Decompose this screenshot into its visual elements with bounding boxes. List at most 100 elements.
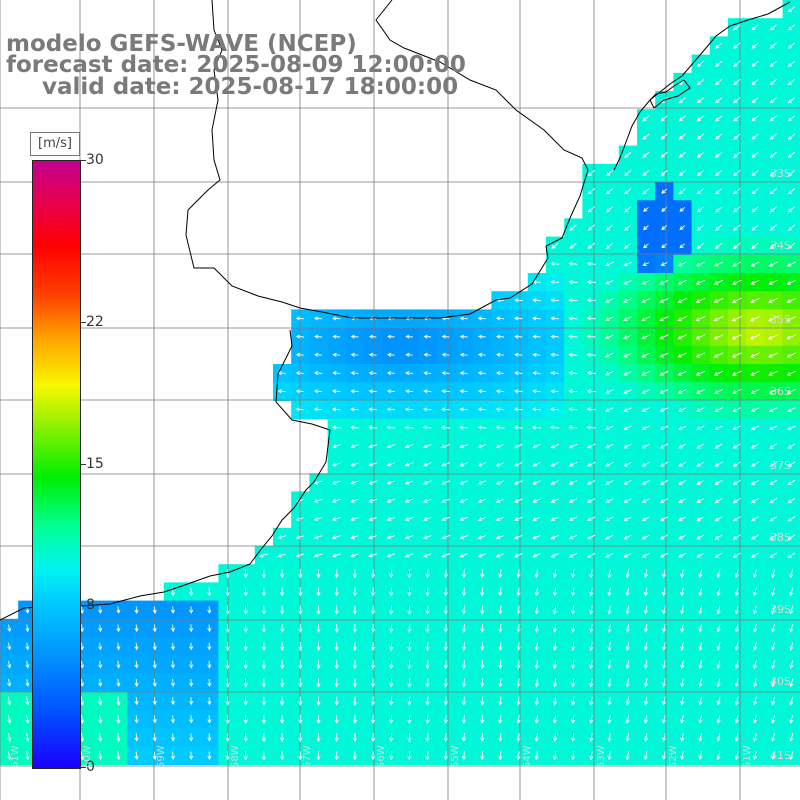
wind-arrow bbox=[516, 605, 521, 615]
wind-arrow bbox=[678, 498, 687, 503]
wind-arrow bbox=[641, 498, 650, 503]
wind-arrow bbox=[789, 569, 794, 579]
wind-arrow bbox=[589, 733, 594, 743]
wind-arrow bbox=[295, 389, 305, 394]
wind-arrow bbox=[407, 623, 412, 633]
wind-arrow bbox=[641, 316, 651, 322]
wind-arrow bbox=[733, 42, 741, 49]
wind-arrow bbox=[641, 534, 650, 540]
wind-arrow bbox=[586, 534, 596, 540]
wind-arrow bbox=[425, 569, 430, 579]
latitude-label: 33S bbox=[770, 167, 791, 180]
wind-arrow bbox=[605, 498, 614, 503]
wind-arrow bbox=[641, 461, 650, 467]
wind-arrow bbox=[480, 732, 485, 743]
wind-arrow bbox=[568, 298, 578, 303]
wind-arrow bbox=[641, 334, 651, 340]
wind-arrow bbox=[461, 623, 467, 633]
wind-arrow bbox=[225, 587, 230, 597]
wind-arrow bbox=[334, 751, 339, 761]
wind-arrow bbox=[316, 696, 321, 706]
wind-arrow bbox=[659, 443, 669, 449]
wind-arrow bbox=[696, 224, 705, 231]
wind-arrow bbox=[731, 352, 742, 358]
wind-arrow bbox=[189, 697, 194, 706]
wind-arrow bbox=[440, 425, 451, 430]
wind-arrow bbox=[404, 389, 414, 394]
wind-arrow bbox=[659, 334, 669, 340]
wind-arrow bbox=[625, 642, 630, 652]
wind-arrow bbox=[677, 279, 687, 285]
wind-arrow bbox=[295, 535, 305, 540]
wind-arrow bbox=[713, 334, 724, 340]
wind-arrow bbox=[732, 261, 742, 267]
wind-arrow bbox=[714, 461, 723, 467]
wind-arrow bbox=[787, 425, 796, 431]
wind-arrow bbox=[407, 641, 412, 652]
wind-arrow bbox=[334, 605, 339, 615]
wind-arrow bbox=[771, 696, 776, 706]
wind-arrow bbox=[586, 389, 596, 394]
wind-arrow bbox=[459, 370, 468, 376]
wind-arrow bbox=[461, 641, 467, 652]
wind-arrow bbox=[714, 261, 724, 267]
wind-arrow bbox=[569, 224, 577, 231]
wind-arrow bbox=[715, 188, 723, 195]
wind-arrow bbox=[352, 660, 357, 670]
wind-arrow bbox=[134, 715, 139, 724]
wind-arrow bbox=[298, 605, 303, 615]
longitude-label: 60W bbox=[82, 745, 93, 768]
wind-arrow bbox=[659, 352, 669, 358]
wind-arrow bbox=[407, 678, 412, 688]
wind-arrow bbox=[623, 370, 632, 376]
wind-arrow bbox=[295, 352, 304, 357]
wind-arrow bbox=[386, 480, 396, 485]
wind-arrow bbox=[480, 587, 485, 597]
wind-arrow bbox=[677, 407, 687, 412]
wind-arrow bbox=[659, 407, 669, 412]
wind-arrow bbox=[461, 714, 467, 724]
wind-arrow bbox=[677, 389, 687, 394]
wind-arrow bbox=[771, 714, 776, 724]
wind-arrow bbox=[280, 605, 285, 615]
wind-arrow bbox=[605, 443, 614, 449]
wind-arrow bbox=[552, 642, 557, 652]
wind-arrow bbox=[641, 516, 650, 522]
wind-arrow bbox=[480, 751, 485, 761]
latitude-label: 40S bbox=[770, 675, 791, 688]
wind-arrow bbox=[152, 697, 157, 706]
wind-arrow bbox=[368, 444, 378, 449]
wind-arrow bbox=[677, 370, 687, 376]
wind-arrow bbox=[389, 751, 394, 761]
wind-arrow bbox=[678, 115, 686, 122]
wind-arrow bbox=[389, 605, 394, 615]
wind-arrow bbox=[477, 425, 487, 430]
wind-arrow bbox=[786, 370, 797, 376]
wind-arrow bbox=[389, 641, 394, 652]
wind-arrow bbox=[786, 261, 796, 267]
wind-arrow bbox=[698, 569, 703, 579]
wind-arrow bbox=[370, 587, 376, 597]
wind-arrow bbox=[514, 334, 523, 339]
wind-arrow bbox=[733, 78, 741, 86]
wind-arrow bbox=[441, 498, 450, 503]
wind-arrow bbox=[733, 133, 741, 140]
wind-arrow bbox=[498, 569, 503, 579]
wind-arrow bbox=[642, 262, 650, 266]
wind-arrow bbox=[734, 660, 739, 670]
wind-arrow bbox=[461, 660, 467, 670]
wind-arrow bbox=[516, 751, 521, 761]
wind-arrow bbox=[787, 6, 796, 13]
wind-arrow bbox=[568, 461, 578, 467]
wind-arrow bbox=[280, 714, 285, 724]
wind-arrow bbox=[313, 498, 323, 503]
wind-arrow bbox=[331, 480, 341, 485]
wind-arrow bbox=[713, 279, 724, 285]
wind-arrow bbox=[368, 498, 378, 503]
wind-arrow bbox=[623, 279, 632, 285]
wind-arrow bbox=[225, 641, 230, 652]
wind-arrow bbox=[659, 516, 669, 522]
wind-arrow bbox=[298, 751, 303, 761]
wind-arrow bbox=[641, 552, 650, 558]
wind-arrow bbox=[134, 642, 139, 651]
